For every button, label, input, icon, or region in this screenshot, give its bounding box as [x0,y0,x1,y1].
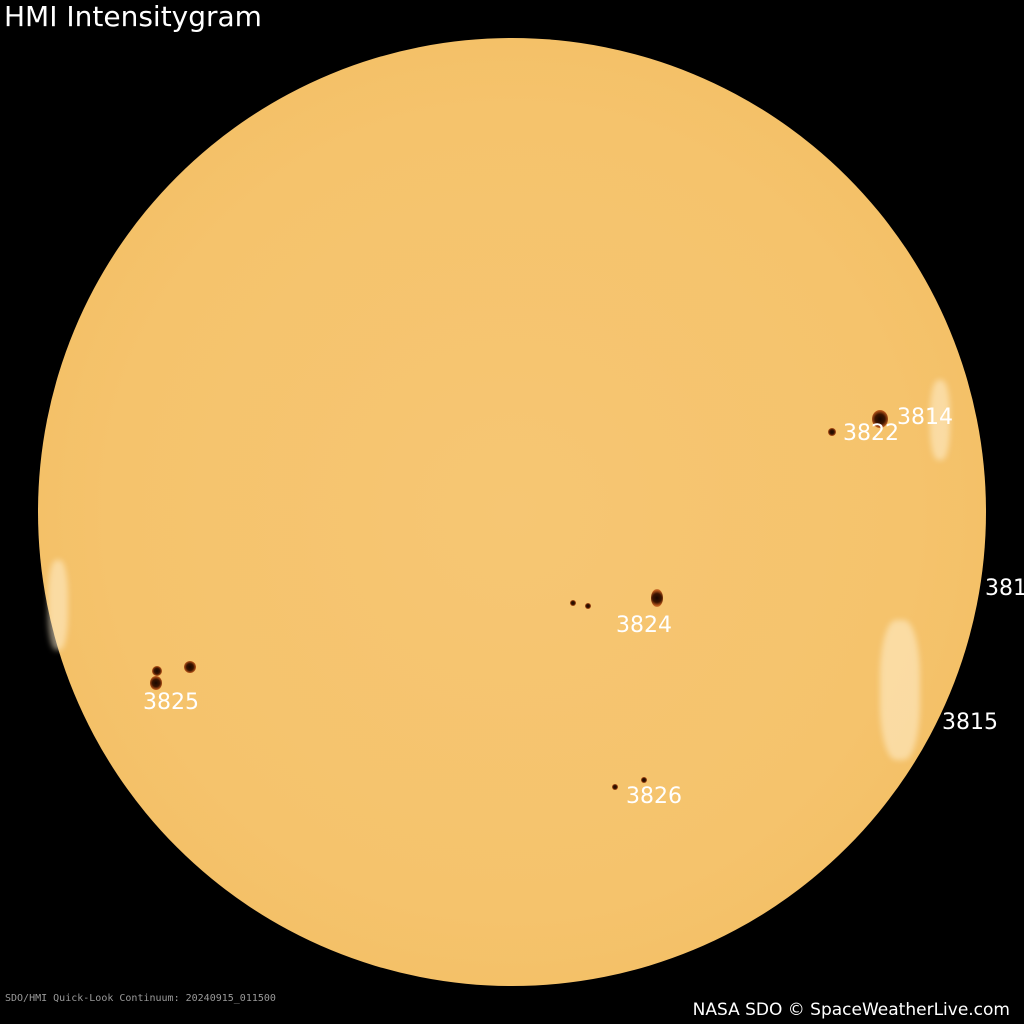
sunspot [152,666,162,676]
sunspot [651,589,663,607]
region-label: 3822 [843,421,899,446]
region-label: 3826 [626,784,682,809]
region-label: 3824 [616,613,672,638]
region-label: 381 [985,576,1024,601]
image-title: HMI Intensitygram [4,0,262,33]
sunspot [641,777,647,783]
sunspot [828,428,836,436]
region-label: 3825 [143,690,199,715]
plage [48,560,68,650]
plage [880,620,920,760]
sunspot [150,676,162,690]
credit: NASA SDO © SpaceWeatherLive.com [692,1000,1010,1020]
region-label: 3815 [942,710,998,735]
solar-disk [38,38,986,986]
sunspot [872,410,888,428]
sunspot [184,661,196,673]
sunspot [612,784,618,790]
sunspot [570,600,576,606]
sunspot [585,603,591,609]
region-label: 3814 [897,405,953,430]
plage [930,380,950,460]
image-caption: SDO/HMI Quick-Look Continuum: 20240915_0… [5,993,276,1004]
